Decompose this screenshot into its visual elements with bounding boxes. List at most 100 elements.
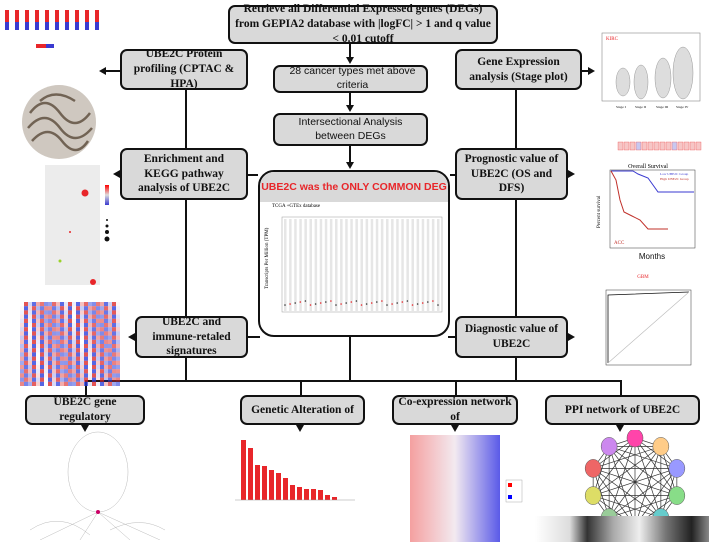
- ppi-edge: [608, 446, 662, 518]
- heatmap-cell: [76, 310, 80, 315]
- heatmap-cell: [28, 306, 32, 311]
- tissue-column: [304, 219, 307, 311]
- heatmap-cell: [48, 310, 52, 315]
- heatmap-cell: [104, 365, 108, 370]
- heatmap-cell: [48, 365, 52, 370]
- heatmap-cell: [88, 335, 92, 340]
- heatmap-cell: [64, 339, 68, 344]
- tissue-column: [319, 219, 323, 311]
- alteration-bar: [283, 478, 288, 500]
- heatmap-cell: [68, 339, 72, 344]
- heatmap-cell: [104, 360, 108, 365]
- heatmap-cell: [48, 356, 52, 361]
- box: [45, 10, 49, 22]
- heatmap-cell: [100, 327, 104, 332]
- heatmap-cell: [92, 344, 96, 349]
- heatmap-cell: [72, 306, 76, 311]
- heatmap-cell: [72, 315, 76, 319]
- protein-profiling-box: UBE2C Protein profiling (CPTAC & HPA): [120, 48, 248, 90]
- ppi-edge: [608, 446, 636, 527]
- alteration-bar: [255, 465, 260, 500]
- gene-expression-box: Gene Expression analysis (Stage plot): [455, 49, 582, 90]
- heatmap-cell: [76, 318, 80, 323]
- heatmap-cell: [36, 306, 40, 311]
- heatmap-cell: [24, 373, 28, 378]
- heatmap-cell: [72, 365, 76, 370]
- heatmap-cell: [28, 352, 32, 357]
- heatmap-cell: [20, 302, 24, 306]
- heatmap-cell: [112, 323, 116, 328]
- heatmap-cell: [112, 302, 116, 307]
- heatmap-cell: [64, 306, 68, 311]
- heatmap-cell: [116, 381, 120, 386]
- heatmap-cell: [52, 306, 56, 311]
- center-title: UBE2C was the ONLY COMMON DEG: [260, 172, 448, 202]
- ppi-box: PPI network of UBE2C: [545, 395, 700, 425]
- heatmap-cell: [68, 377, 72, 382]
- heatmap-cell: [36, 314, 40, 319]
- expression-cell: [617, 141, 624, 151]
- heatmap-cell: [100, 331, 104, 336]
- heatmap-cell: [84, 373, 88, 378]
- heatmap-cell: [108, 335, 112, 340]
- expression-cell: [641, 141, 648, 151]
- heatmap-cell: [48, 381, 52, 386]
- heatmap-cell: [48, 369, 52, 374]
- heatmap-cell: [68, 310, 72, 315]
- expression-point: [401, 301, 404, 303]
- heatmap-cell: [68, 323, 72, 328]
- heatmap-cell: [104, 331, 108, 336]
- heatmap-cell: [28, 381, 32, 386]
- heatmap-cell: [72, 327, 76, 332]
- heatmap-cell: [76, 335, 80, 340]
- heatmap-cell: [44, 365, 48, 370]
- heatmap-cell: [48, 377, 52, 382]
- connector: [620, 380, 622, 395]
- expression-cell: [665, 141, 672, 151]
- expression-cell: [647, 141, 654, 151]
- heatmap-cell: [76, 339, 80, 344]
- heatmap-cell: [40, 327, 44, 332]
- heatmap-cell: [28, 335, 32, 340]
- heatmap-cell: [84, 331, 88, 336]
- enrichment-box: Enrichment and KEGG pathway analysis of …: [120, 148, 248, 200]
- heatmap-cell: [48, 327, 52, 332]
- heatmap-cell: [80, 318, 84, 323]
- tissue-column: [360, 219, 363, 311]
- heatmap-cell: [32, 352, 36, 357]
- box: [85, 10, 89, 22]
- heatmap-cell: [112, 331, 116, 336]
- heatmap-cell: [116, 360, 120, 365]
- heatmap-cell: [88, 318, 92, 323]
- heatmap-cell: [104, 302, 108, 307]
- heatmap-cell: [108, 381, 112, 386]
- heatmap-cell: [76, 331, 80, 336]
- heatmap-cell: [116, 327, 120, 332]
- heatmap-cell: [88, 369, 92, 373]
- heatmap-cell: [92, 381, 96, 386]
- heatmap-cell: [36, 365, 40, 370]
- heatmap-cell: [64, 302, 68, 307]
- heatmap-cell: [48, 352, 52, 357]
- heatmap-cell: [40, 314, 44, 319]
- connector: [448, 336, 455, 338]
- heatmap-cell: [92, 314, 96, 319]
- heatmap-cell: [96, 365, 100, 370]
- ihc-image: [22, 85, 96, 159]
- heatmap-cell: [64, 318, 68, 323]
- expression-point: [319, 302, 322, 304]
- heatmap-cell: [56, 352, 60, 357]
- heatmap-cell: [80, 352, 84, 357]
- heatmap-cell: [116, 323, 120, 328]
- heatmap-cell: [28, 356, 32, 361]
- heatmap-cell: [32, 344, 36, 349]
- heatmap-cell: [108, 377, 112, 382]
- heatmap-cell: [92, 310, 96, 315]
- diagnostic-box: Diagnostic value of UBE2C: [455, 316, 568, 358]
- heatmap-cell: [88, 331, 92, 336]
- heatmap-cell: [80, 314, 84, 319]
- heatmap-cell: [88, 373, 92, 378]
- heatmap-cell: [32, 310, 36, 315]
- heatmap-cell: [88, 377, 92, 382]
- connector: [349, 44, 351, 58]
